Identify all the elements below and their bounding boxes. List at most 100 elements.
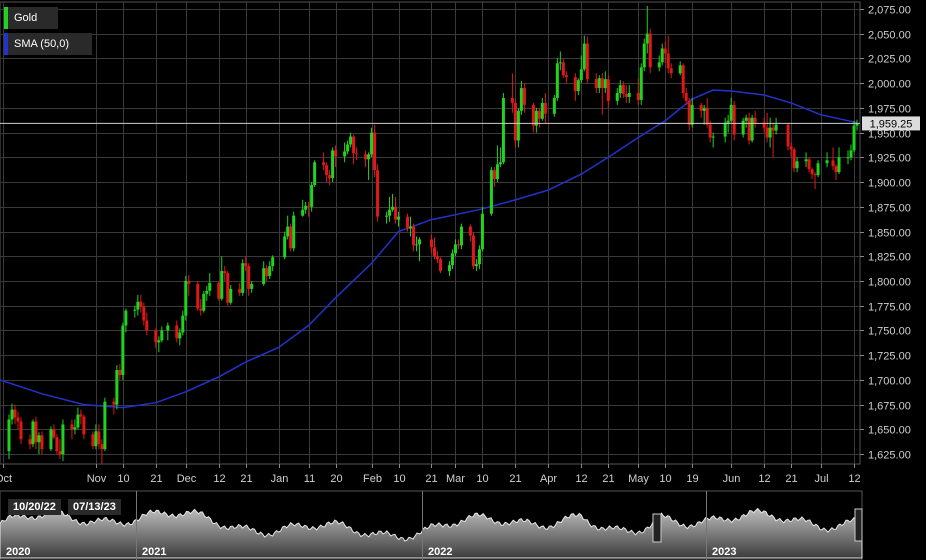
y-tick-label: 1,850.00 [868, 228, 911, 240]
candle-down [223, 266, 227, 281]
candle-down [334, 145, 338, 168]
candle-down [435, 251, 439, 264]
candle-body [238, 288, 242, 293]
navigator-right-handle[interactable] [854, 508, 863, 542]
candle-body [627, 93, 631, 97]
candle-body [831, 160, 835, 167]
candle-up [370, 127, 374, 158]
candle-body [729, 104, 733, 121]
candle-body [834, 166, 838, 173]
candle-body [666, 53, 670, 69]
candle-up [723, 117, 727, 143]
candle-up [103, 397, 107, 452]
candle-down [406, 213, 410, 232]
candle-up [729, 97, 733, 123]
candle-body [376, 170, 380, 217]
last-price-tag-box [862, 116, 920, 131]
candle-body [292, 215, 296, 249]
candle-down [373, 124, 377, 178]
navigator[interactable]: 2020 2021 2022 2023 [0, 490, 863, 560]
candle-body [7, 419, 11, 452]
x-tick-label: 10 [659, 473, 671, 485]
candle-up [555, 58, 559, 101]
candle-down [91, 431, 95, 450]
candle-body [450, 253, 454, 266]
candle-up [795, 157, 799, 173]
candle-body [636, 93, 640, 100]
candle-body [115, 370, 119, 405]
candle-down [142, 302, 146, 326]
candle-body [241, 263, 245, 293]
x-tick-label: 21 [150, 473, 162, 485]
candle-up [343, 142, 347, 163]
candle-body [837, 157, 841, 173]
candle-body [268, 266, 272, 277]
x-tick-label: Dec [177, 473, 197, 485]
candle-body [307, 205, 311, 207]
candle-body [61, 424, 65, 455]
candle-down [468, 224, 472, 242]
x-tick-label: 12 [758, 473, 770, 485]
candle-body [561, 62, 565, 76]
candle-body [187, 280, 191, 284]
candle-up [447, 261, 451, 277]
candle-body [456, 244, 460, 246]
candle-down [325, 162, 329, 183]
navigator-year-label: 2020 [6, 546, 30, 558]
candle-body [412, 226, 416, 246]
sma-layer [0, 89, 858, 409]
candle-body [741, 120, 745, 135]
candle-body [217, 282, 221, 299]
candle-body [681, 65, 685, 94]
candle-up [576, 78, 580, 95]
legend-gold[interactable]: Gold [4, 7, 58, 29]
candle-down [522, 83, 526, 113]
candle-up [349, 132, 353, 148]
candle-body [543, 102, 547, 114]
candle-body [166, 325, 170, 331]
candle-down [70, 419, 74, 440]
candle-body [346, 144, 350, 152]
navigator-left-handle[interactable] [652, 513, 662, 543]
x-tick-label: 21 [240, 473, 252, 485]
candle-body [678, 65, 682, 74]
legend-sma-label: SMA (50,0) [14, 38, 70, 50]
candle-down [813, 172, 817, 189]
candle-body [795, 161, 799, 169]
candle-up [283, 231, 287, 260]
candle-up [310, 182, 314, 212]
candle-up [519, 81, 523, 115]
candle-body [244, 263, 248, 267]
candle-down [139, 294, 143, 313]
navigator-year-label: 2023 [712, 546, 736, 558]
candle-up [453, 239, 457, 257]
candle-down [97, 424, 101, 450]
navigator-years: 2020 2021 2022 2023 [6, 491, 736, 560]
candle-up [229, 284, 233, 305]
candle-body [855, 123, 859, 126]
navigator-range-start: 10/20/22 [8, 499, 61, 515]
candle-down [79, 409, 83, 425]
candle-body [229, 288, 233, 303]
candle-body [397, 216, 401, 220]
candle-up [474, 259, 478, 272]
candle-body [409, 226, 413, 229]
candle-body [283, 236, 287, 258]
navigator-year-label: 2021 [142, 546, 166, 558]
candle-up [495, 145, 499, 183]
candle-body [702, 107, 706, 111]
candle-down [289, 223, 293, 252]
candle-up [540, 97, 544, 121]
candle-up [657, 55, 661, 72]
candle-down [328, 170, 332, 186]
y-tick-label: 1,900.00 [868, 178, 911, 190]
candle-down [705, 97, 709, 128]
candle-up [160, 326, 164, 343]
candle-body [753, 117, 757, 123]
candle-body [418, 239, 422, 245]
candle-down [789, 142, 793, 158]
legend-sma[interactable]: SMA (50,0) [4, 33, 92, 55]
x-tick-label: May [628, 473, 649, 485]
candle-body [699, 104, 703, 111]
